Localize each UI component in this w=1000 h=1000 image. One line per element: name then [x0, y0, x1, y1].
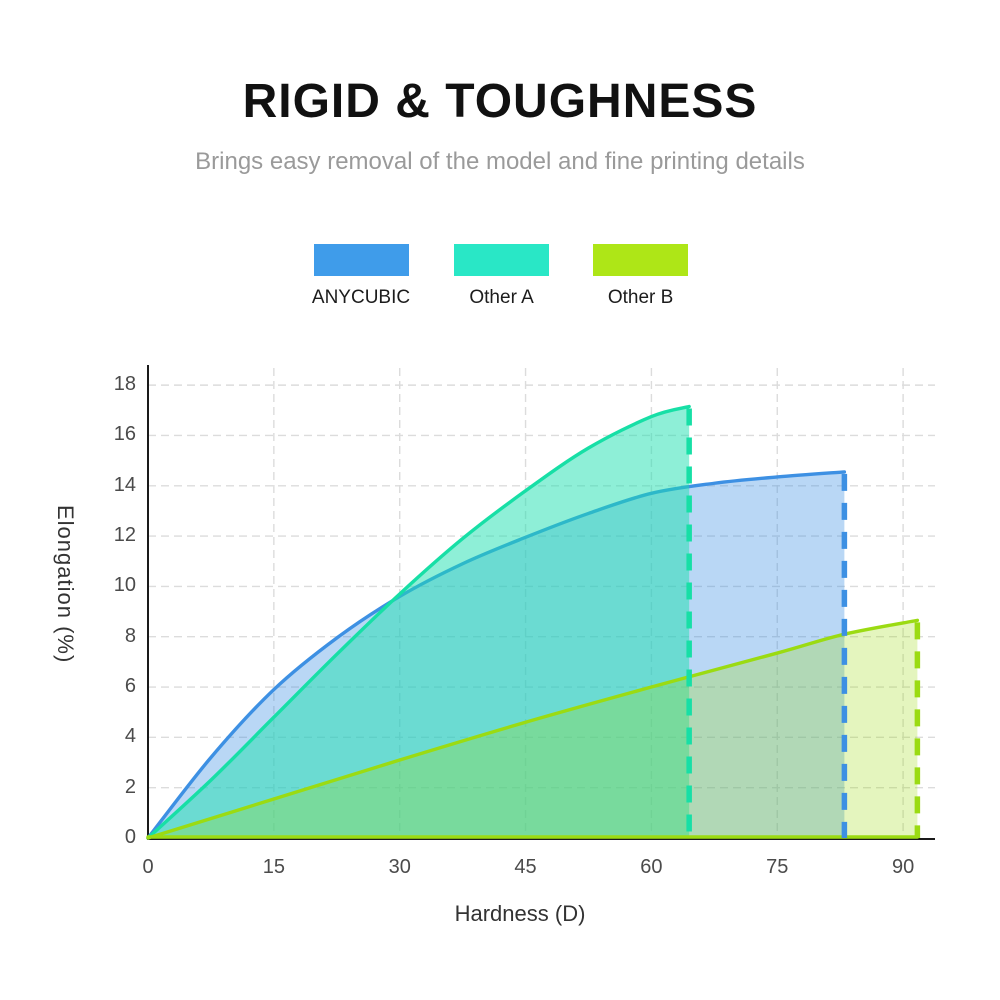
curve-other-a	[146, 404, 691, 840]
y-tick-14: 14	[113, 473, 136, 496]
curve-other-b	[146, 618, 920, 840]
y-tick-0: 0	[124, 826, 136, 848]
legend-swatch	[593, 244, 689, 276]
legend-label: ANYCUBIC	[311, 287, 411, 308]
y-tick-18: 18	[113, 373, 136, 396]
y-tick-12: 12	[113, 524, 136, 547]
legend-item-other-b: Other B	[593, 244, 689, 309]
legend: ANYCUBIC Other A Other B	[0, 244, 1000, 309]
legend-label: Other A	[469, 287, 534, 308]
y-tick-6: 6	[124, 675, 136, 698]
x-tick-30: 30	[388, 856, 411, 878]
x-tick-15: 15	[262, 856, 285, 878]
area-other-a	[148, 406, 690, 838]
x-tick-60: 60	[640, 856, 663, 878]
y-axis-label: Elongation (%)	[53, 505, 78, 664]
y-tick-2: 2	[124, 775, 136, 798]
page-subtitle: Brings easy removal of the model and fin…	[195, 148, 805, 175]
legend-item-anycubic: ANYCUBIC	[312, 244, 410, 309]
legend-item-other-a: Other A	[454, 244, 550, 309]
y-tick-16: 16	[113, 423, 136, 446]
x-tick-0: 0	[142, 856, 154, 878]
legend-label: Other B	[607, 287, 674, 308]
area-other-b	[148, 620, 918, 838]
x-axis-label: Hardness (D)	[454, 901, 586, 926]
x-tick-75: 75	[766, 856, 789, 878]
x-tick-45: 45	[514, 856, 537, 878]
y-tick-10: 10	[113, 574, 136, 597]
legend-swatch	[313, 244, 409, 276]
y-tick-4: 4	[124, 725, 136, 748]
legend-swatch	[454, 244, 550, 276]
x-tick-90: 90	[891, 856, 915, 878]
page-title: RIGID & TOUGHNESS	[242, 75, 758, 128]
y-tick-8: 8	[124, 624, 136, 647]
